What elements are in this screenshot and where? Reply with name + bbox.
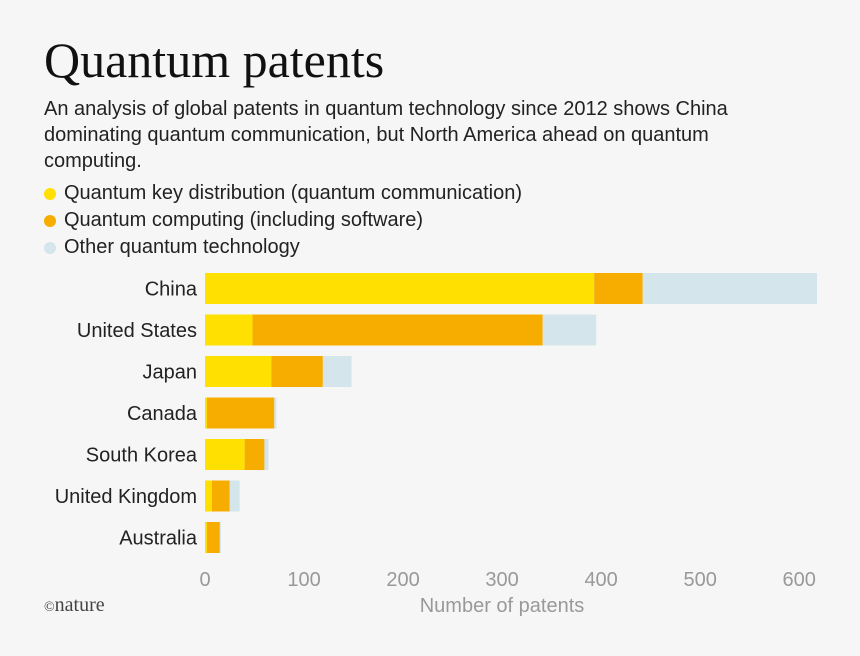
bar-united-kingdom-series-2 [229, 480, 240, 512]
bar-south-korea-series-1 [244, 439, 265, 470]
stacked-bar-chart: China United States Japan Canada South Korea… [55, 273, 818, 617]
x-tick-label-400: 400 [584, 569, 617, 591]
chart-title: Quantum patents [44, 32, 385, 88]
bar-canada-series-0 [205, 397, 207, 429]
legend-label-computing: Quantum computing (including software) [64, 209, 424, 231]
legend-label-qkd: Quantum key distribution (quantum commun… [64, 182, 522, 204]
category-label-china: China [145, 279, 198, 301]
copyright-symbol: © [44, 600, 55, 615]
x-tick-label-300: 300 [485, 569, 518, 591]
x-tick-label-200: 200 [386, 569, 419, 591]
x-tick-label-100: 100 [287, 569, 320, 591]
bar-united-kingdom-series-0 [205, 480, 212, 512]
legend-swatch-qkd [44, 187, 56, 200]
bar-japan-series-1 [271, 356, 323, 387]
bar-china-series-0 [205, 273, 595, 304]
chart-subtitle: An analysis of global patents in quantum… [44, 98, 728, 172]
bar-japan-series-0 [205, 356, 272, 387]
x-axis-label: Number of patents [420, 595, 585, 617]
category-label-canada: Canada [127, 403, 198, 425]
bar-china-series-2 [642, 273, 818, 304]
bar-australia-series-1 [206, 522, 220, 553]
legend-swatch-computing [44, 214, 56, 227]
category-label-united-states: United States [77, 320, 197, 342]
bar-south-korea-series-2 [264, 439, 269, 470]
legend-item-computing: Quantum computing (including software) [44, 207, 522, 234]
bar-south-korea-series-0 [205, 439, 245, 470]
legend-item-other: Other quantum technology [44, 234, 522, 261]
bar-united-states-series-0 [205, 314, 253, 346]
category-label-japan: Japan [143, 362, 198, 384]
nature-logo-text: nature [54, 594, 105, 616]
bar-canada-series-1 [206, 397, 275, 429]
bar-united-kingdom-series-1 [211, 480, 230, 512]
category-label-australia: Australia [119, 528, 198, 550]
x-tick-label-0: 0 [199, 569, 210, 591]
x-tick-label-600: 600 [783, 569, 816, 591]
legend-label-other: Other quantum technology [64, 236, 300, 258]
nature-logo: ©nature [44, 594, 105, 617]
legend: Quantum key distribution (quantum commun… [44, 180, 522, 261]
legend-item-qkd: Quantum key distribution (quantum commun… [44, 180, 522, 207]
category-label-united-kingdom: United Kingdom [55, 486, 197, 508]
bar-united-states-series-2 [542, 314, 597, 346]
bar-canada-series-2 [274, 397, 277, 429]
category-label-south-korea: South Korea [86, 445, 198, 467]
bar-australia-series-0 [205, 522, 207, 553]
legend-swatch-other [44, 241, 56, 254]
x-tick-label-500: 500 [683, 569, 716, 591]
bar-australia-series-2 [219, 522, 221, 553]
bar-china-series-1 [594, 273, 643, 304]
bar-japan-series-2 [322, 356, 352, 387]
bar-united-states-series-1 [252, 314, 543, 346]
